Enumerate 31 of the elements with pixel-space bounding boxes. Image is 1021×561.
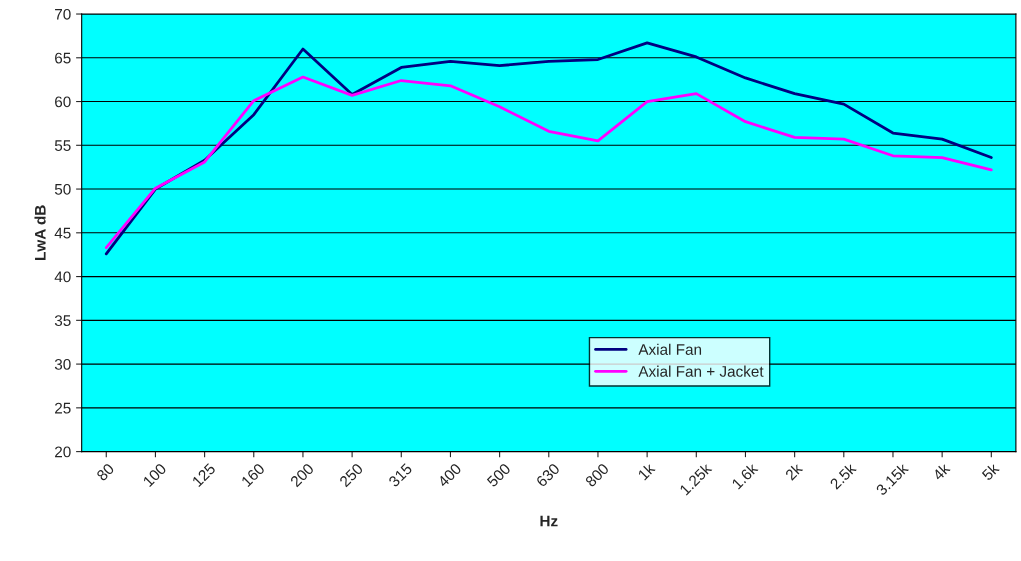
- x-tick-label: 250: [338, 462, 364, 488]
- y-tick-label: 45: [54, 227, 71, 239]
- x-tick-label: 800: [584, 462, 610, 488]
- x-tick-label: 5k: [981, 462, 1000, 481]
- y-tick-label: 55: [54, 140, 71, 151]
- y-axis-title: LwA dB: [34, 205, 46, 260]
- line-series: [104, 75, 993, 250]
- legend-label: Axial Fan + Jacket: [638, 365, 764, 377]
- x-tick-label: 315: [387, 462, 413, 488]
- y-tick-label: 50: [54, 183, 71, 195]
- x-tick-label: 4k: [931, 462, 951, 482]
- y-tick-label: 20: [55, 446, 71, 458]
- x-tick-label: 200: [289, 462, 315, 488]
- y-tick-label: 40: [54, 271, 71, 283]
- y-tick-label: 60: [55, 96, 71, 108]
- y-tick-label: 35: [54, 315, 71, 327]
- y-tick-label: 70: [55, 8, 71, 20]
- y-tick-label: 65: [55, 52, 71, 64]
- x-axis-title: Hz: [540, 515, 558, 527]
- x-tick-label: 80: [95, 462, 115, 482]
- x-tick-label: 500: [486, 462, 512, 488]
- x-tick-label: 2k: [784, 462, 804, 481]
- y-tick-label: 30: [54, 358, 71, 370]
- y-tick-label: 25: [55, 402, 71, 414]
- x-tick-label: 125: [191, 462, 217, 488]
- x-tick-label: 400: [436, 462, 462, 488]
- x-tick-label: 160: [240, 462, 266, 488]
- legend-label: Axial Fan: [638, 343, 702, 355]
- x-tick-label: 100: [142, 462, 167, 488]
- x-tick-label: 630: [535, 462, 561, 488]
- x-tick-label: 1k: [637, 462, 656, 481]
